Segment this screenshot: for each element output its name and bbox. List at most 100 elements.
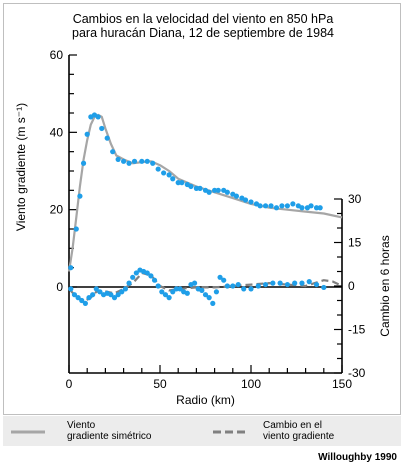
wind-data-point xyxy=(99,125,105,132)
chart-title-line-2: para huracán Diana, 12 de septiembre de … xyxy=(72,26,334,40)
legend: Viento gradiente simétrico Cambio en el … xyxy=(3,416,401,446)
wind-data-point xyxy=(317,205,323,211)
wind-data-point xyxy=(197,185,203,191)
change-data-point xyxy=(75,295,81,301)
change-data-point xyxy=(210,300,216,306)
change-data-point xyxy=(284,281,290,288)
wind-data-point xyxy=(224,189,230,195)
wind-data-point xyxy=(121,158,127,164)
wind-data-point xyxy=(80,160,87,166)
wind-data-point xyxy=(268,203,274,209)
change-data-point xyxy=(144,270,150,276)
chart-svg: Cambios en la velocidad del viento en 85… xyxy=(14,12,392,407)
change-data-point xyxy=(217,274,223,280)
x-tick-label: 100 xyxy=(241,377,261,391)
credit-text: Willoughby 1990 xyxy=(318,452,397,463)
legend-solid-swatch xyxy=(11,430,45,434)
wind-data-point xyxy=(155,166,161,172)
wind-data-point xyxy=(279,203,285,209)
wind-data-point xyxy=(215,187,221,193)
change-data-point xyxy=(321,284,327,291)
change-data-point xyxy=(148,273,154,279)
symmetric-wind-line xyxy=(67,113,343,272)
change-data-point xyxy=(166,295,172,301)
wind-data-point xyxy=(144,158,150,164)
wind-data-point xyxy=(84,131,90,137)
change-data-point xyxy=(126,280,132,286)
y-left-tick-label: 0 xyxy=(56,280,63,294)
x-tick-label: 50 xyxy=(153,377,167,391)
wind-data-point xyxy=(233,193,240,199)
change-data-point xyxy=(262,281,269,288)
change-data-point xyxy=(173,286,179,292)
y-axis-left-label: Viento gradiente (m s⁻¹) xyxy=(14,103,28,231)
wind-data-point xyxy=(115,156,121,162)
change-data-point xyxy=(224,283,230,289)
change-data-point xyxy=(97,289,103,295)
wind-data-point xyxy=(110,149,116,155)
change-data-point xyxy=(93,286,99,292)
wind-data-point xyxy=(290,201,296,207)
wind-data-point xyxy=(150,160,156,166)
change-data-point xyxy=(241,286,247,292)
change-data-point xyxy=(79,297,85,304)
wind-data-point xyxy=(299,205,305,211)
change-data-point xyxy=(199,287,205,293)
wind-data-point xyxy=(131,158,138,164)
change-data-point xyxy=(90,292,96,298)
wind-data-point xyxy=(284,203,290,209)
chart-frame: Cambios en la velocidad del viento en 85… xyxy=(3,3,401,415)
change-data-point xyxy=(299,280,305,286)
change-data-point xyxy=(248,286,254,292)
change-data-point xyxy=(277,280,283,286)
legend-symmetric-label: Viento gradiente simétrico xyxy=(67,420,152,442)
change-data-point xyxy=(115,292,121,298)
change-data-point xyxy=(71,292,78,298)
y-right-tick-label: 0 xyxy=(348,279,355,293)
wind-data-point xyxy=(139,158,145,164)
wind-data-point xyxy=(257,203,263,209)
wind-data-point xyxy=(188,183,194,190)
change-data-point xyxy=(111,295,118,301)
legend-change-label: Cambio en el viento gradiente xyxy=(263,420,335,442)
y-right-tick-label: 15 xyxy=(348,236,362,250)
change-data-point xyxy=(213,289,220,295)
wind-data-point xyxy=(206,189,212,195)
change-data-point xyxy=(162,292,169,298)
wind-data-point xyxy=(126,160,132,166)
wind-data-point xyxy=(242,197,249,203)
y-left-tick-label: 20 xyxy=(50,203,64,217)
wind-data-point xyxy=(212,187,218,193)
y-right-tick-label: -30 xyxy=(348,366,366,380)
wind-data-point xyxy=(104,135,110,141)
change-data-point xyxy=(230,283,236,289)
change-data-point xyxy=(133,270,139,276)
x-tick-label: 0 xyxy=(66,377,73,391)
wind-data-point xyxy=(73,226,79,232)
wind-data-point xyxy=(313,205,320,211)
change-data-point xyxy=(119,289,125,295)
y-right-tick-label: -15 xyxy=(348,323,366,337)
change-data-point xyxy=(86,295,92,301)
change-data-point xyxy=(122,286,129,292)
change-data-point xyxy=(170,289,176,295)
change-data-point xyxy=(159,289,165,295)
change-data-point xyxy=(155,283,161,289)
wind-data-point xyxy=(77,193,83,199)
change-data-point xyxy=(292,280,298,286)
change-data-point xyxy=(202,292,209,298)
x-axis-label: Radio (km) xyxy=(176,393,235,407)
y-right-tick-label: 30 xyxy=(348,192,362,206)
x-tick-label: 150 xyxy=(332,377,352,391)
y-axis-right-label: Cambio en 6 horas xyxy=(378,235,392,336)
change-data-point xyxy=(82,300,88,306)
change-data-point xyxy=(235,281,241,288)
wind-data-point xyxy=(166,172,172,178)
wind-data-point xyxy=(68,265,74,271)
wind-data-point xyxy=(170,176,176,182)
change-data-point xyxy=(221,277,227,283)
change-data-point xyxy=(313,281,320,288)
wind-data-point xyxy=(175,180,181,186)
plot-area: 0 20 40 60 -30 -15 0 15 30 0 50 100 150 Radio (km) Vie… xyxy=(14,48,392,407)
legend-dashed-swatch xyxy=(213,430,247,434)
